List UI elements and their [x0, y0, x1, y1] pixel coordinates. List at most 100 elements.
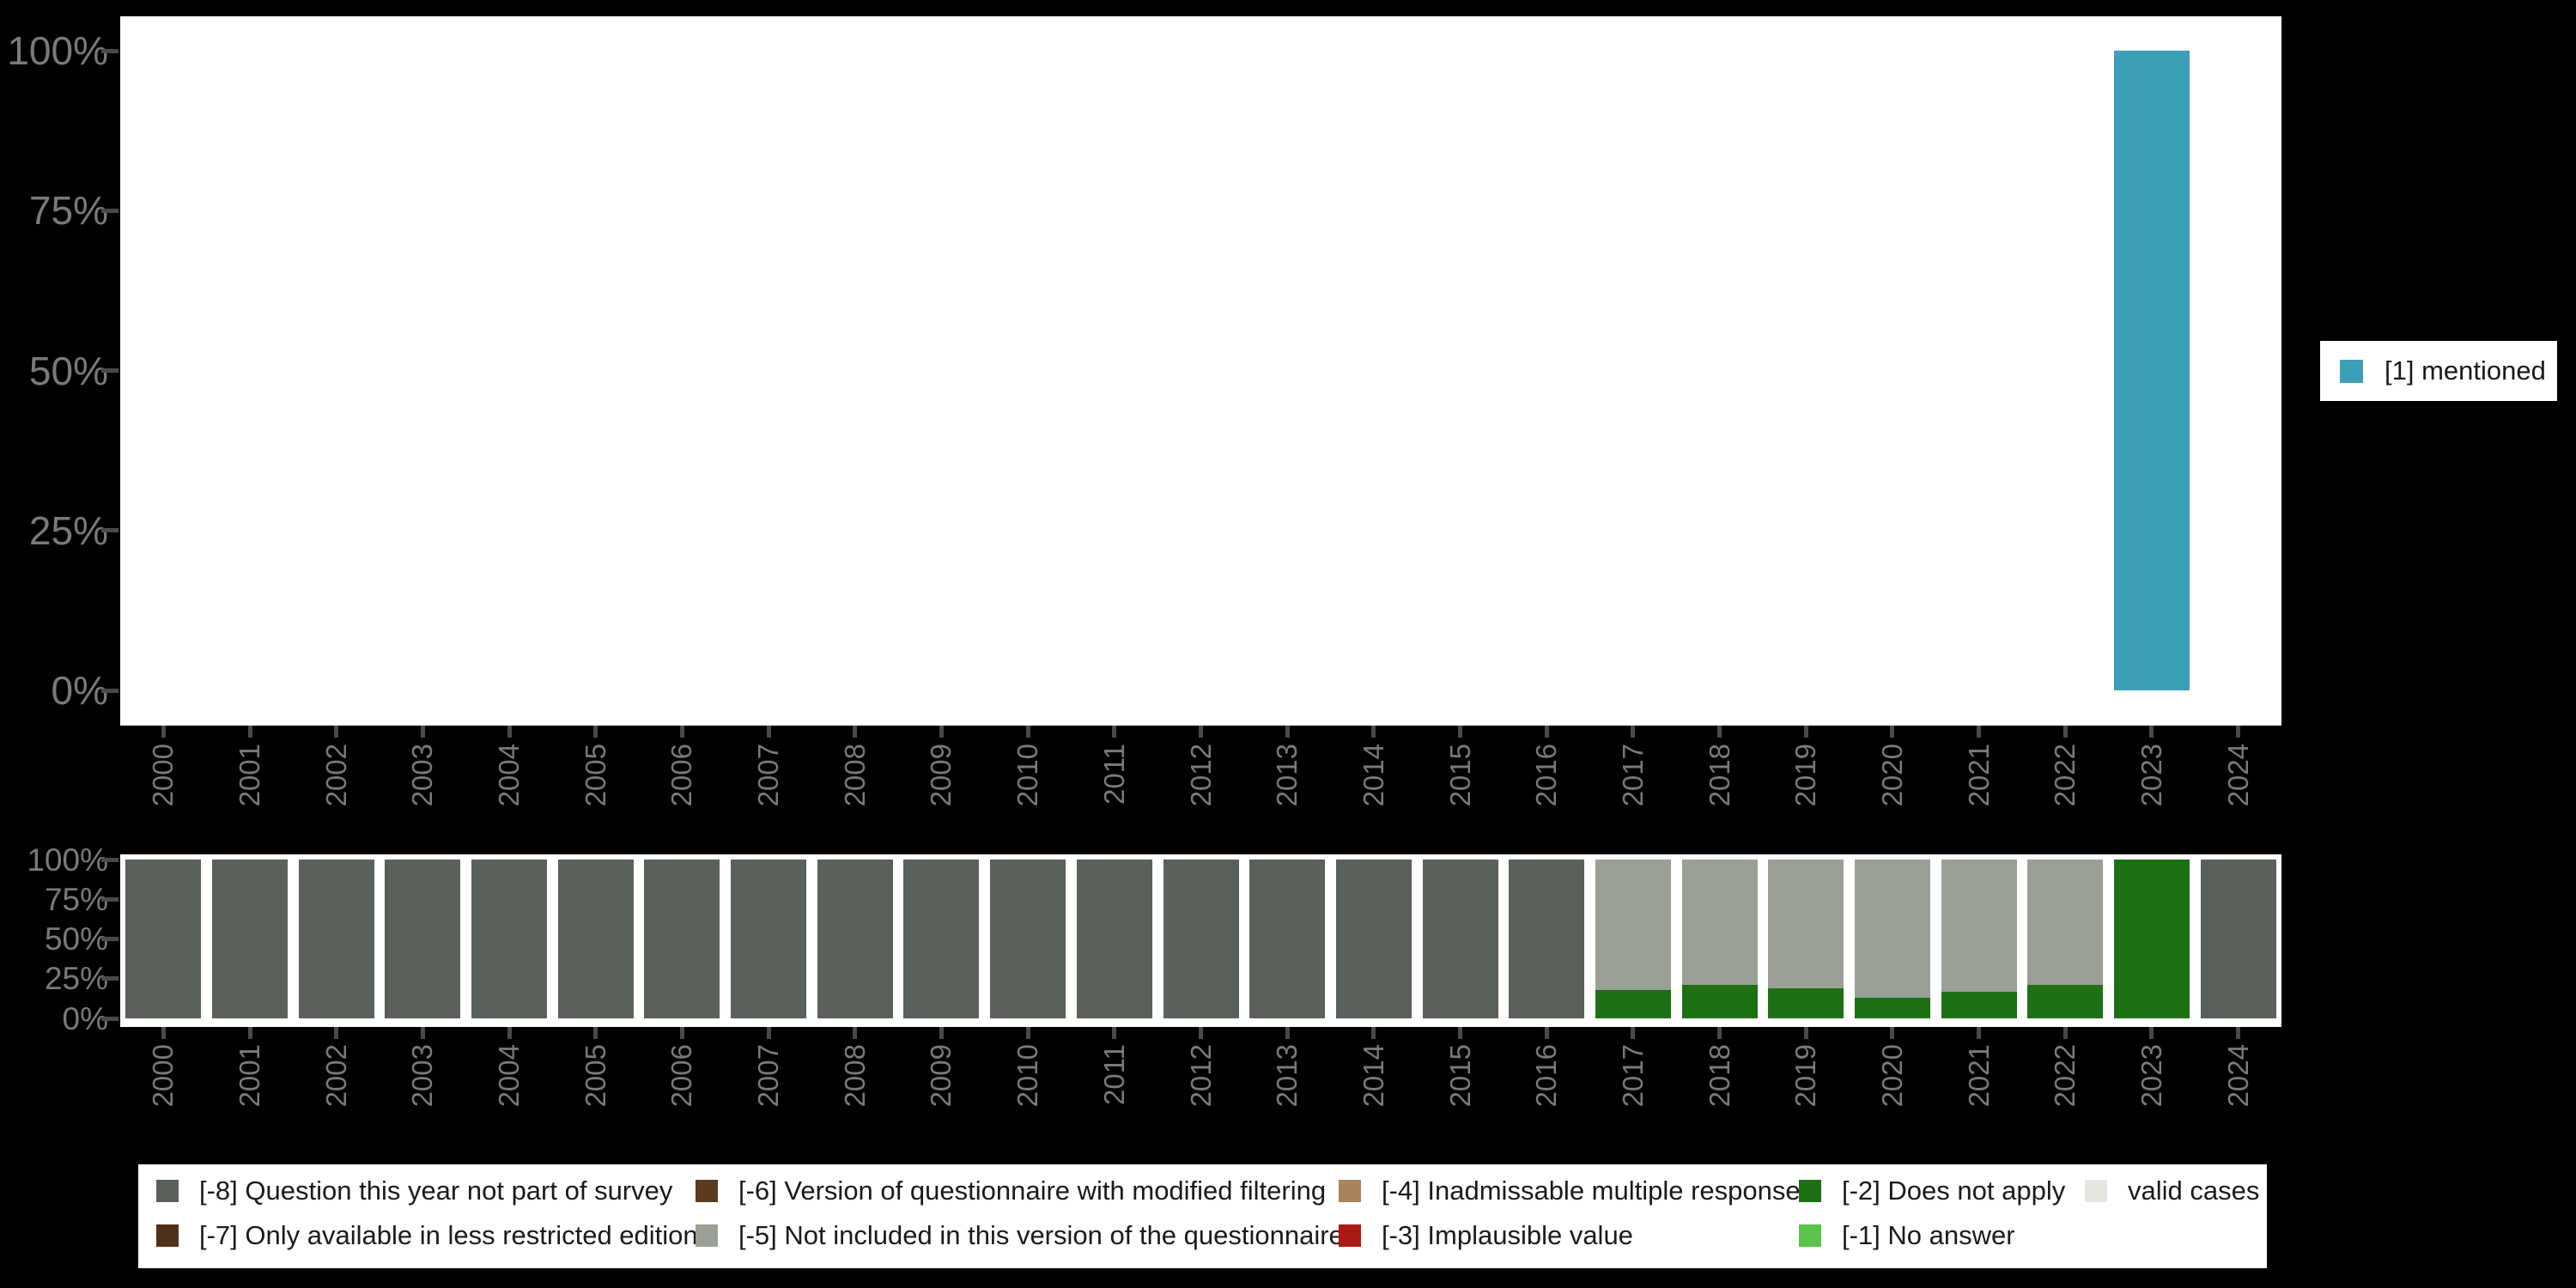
x-axis-year-label: 2004	[493, 744, 526, 807]
x-axis-tick	[1631, 726, 1636, 738]
legend-item: [-6] Version of questionnaire with modif…	[696, 1176, 1326, 1206]
x-axis-year-label: 2024	[2221, 1044, 2254, 1108]
legend-item: [-8] Question this year not part of surv…	[156, 1176, 672, 1206]
x-axis-year-label: 2000	[147, 1044, 179, 1108]
x-axis-year-label: 2022	[2049, 744, 2081, 807]
segment-2011--8	[1076, 860, 1152, 1018]
x-axis-tick	[1371, 1027, 1376, 1039]
y-axis-tick	[101, 937, 118, 941]
x-axis-year-label: 2008	[838, 1044, 871, 1108]
legend-swatch	[156, 1224, 179, 1247]
y-axis-tick	[101, 1016, 118, 1021]
y-axis-label: 75%	[44, 881, 108, 917]
segment-2022--5	[2027, 860, 2104, 986]
segment-2019--2	[1768, 987, 1844, 1018]
x-axis-year-label: 2016	[1530, 1044, 1563, 1108]
y-axis-tick	[101, 528, 118, 533]
legend-swatch	[2085, 1180, 2107, 1202]
x-axis-tick	[1371, 726, 1376, 738]
legend-swatch	[1339, 1224, 1361, 1247]
y-axis-tick	[101, 896, 118, 902]
legend-label: [-4] Inadmissable multiple response	[1382, 1176, 1801, 1206]
x-axis-year-label: 2002	[319, 744, 352, 807]
x-axis-tick	[1458, 1027, 1463, 1039]
y-axis-tick	[101, 208, 118, 213]
segment-2012--8	[1163, 860, 1239, 1018]
segment-2015--8	[1422, 860, 1498, 1018]
x-axis-tick	[1803, 1027, 1808, 1039]
x-axis-year-label: 2006	[665, 1044, 698, 1108]
x-axis-tick	[1285, 726, 1290, 738]
y-axis-label: 100%	[27, 841, 108, 878]
x-axis-tick	[1285, 1027, 1290, 1039]
segment-2018--2	[1681, 985, 1758, 1018]
x-axis-year-label: 2014	[1357, 1044, 1389, 1108]
legend-item: [-4] Inadmissable multiple response	[1339, 1176, 1801, 1206]
x-axis-year-label: 2014	[1357, 744, 1389, 807]
top-chart-legend: [1] mentioned	[2320, 341, 2557, 401]
x-axis-tick	[507, 726, 512, 738]
legend-item: [-3] Implausible value	[1339, 1220, 1633, 1250]
x-axis-year-label: 2003	[406, 1044, 439, 1108]
x-axis-tick	[1717, 1027, 1722, 1039]
x-axis-year-label: 2011	[1097, 744, 1130, 805]
segment-2024--8	[2200, 860, 2276, 1018]
x-axis-tick	[161, 1027, 166, 1039]
legend-label: [-7] Only available in less restricted e…	[199, 1220, 698, 1250]
segment-2021--5	[1941, 860, 2017, 992]
x-axis-tick	[1977, 726, 1982, 738]
segment-2013--8	[1249, 860, 1326, 1018]
top-chart-panel	[120, 16, 2281, 726]
legend-swatch-mentioned	[2340, 359, 2363, 383]
x-axis-tick	[420, 1027, 425, 1039]
legend-label: [-5] Not included in this version of the…	[738, 1220, 1344, 1250]
segment-2000--8	[125, 860, 202, 1018]
segment-2020--5	[1854, 860, 1930, 998]
x-axis-year-label: 2019	[1789, 1044, 1822, 1108]
segment-2022--2	[2027, 985, 2104, 1018]
legend-item: [-1] No answer	[1799, 1220, 2015, 1250]
legend-swatch	[156, 1180, 179, 1202]
x-axis-tick	[2063, 1027, 2068, 1039]
segment-2018--5	[1681, 860, 1758, 986]
x-axis-year-label: 2019	[1789, 744, 1822, 807]
x-axis-year-label: 2004	[493, 1044, 526, 1108]
legend-label: [-8] Question this year not part of surv…	[199, 1176, 673, 1206]
y-axis-tick	[101, 688, 118, 693]
x-axis-year-label: 2013	[1271, 744, 1303, 807]
x-axis-tick	[766, 1027, 771, 1039]
x-axis-tick	[2149, 1027, 2154, 1039]
x-axis-year-label: 2017	[1616, 1044, 1649, 1108]
x-axis-year-label: 2021	[1962, 744, 1995, 807]
x-axis-tick	[507, 1027, 512, 1039]
x-axis-year-label: 2005	[579, 744, 611, 807]
segment-2023--2	[2113, 860, 2190, 1018]
y-axis-label: 50%	[44, 921, 108, 957]
legend-swatch	[1339, 1180, 1361, 1202]
segment-2008--8	[817, 860, 893, 1018]
x-axis-tick	[1890, 1027, 1895, 1039]
x-axis-year-label: 2024	[2221, 744, 2254, 807]
x-axis-year-label: 2015	[1443, 744, 1476, 807]
x-axis-tick	[1112, 726, 1117, 738]
legend-label: [-3] Implausible value	[1382, 1220, 1633, 1250]
x-axis-tick	[161, 726, 166, 738]
x-axis-year-label: 2020	[1875, 744, 1908, 807]
x-axis-tick	[1025, 1027, 1030, 1039]
x-axis-year-label: 2008	[838, 744, 871, 807]
segment-2007--8	[731, 860, 807, 1018]
x-axis-year-label: 2010	[1012, 1044, 1044, 1108]
x-axis-tick	[1803, 726, 1808, 738]
x-axis-year-label: 2009	[925, 1044, 957, 1108]
segment-2021--2	[1941, 991, 2017, 1018]
legend-label: valid cases	[2128, 1176, 2260, 1206]
x-axis-tick	[247, 1027, 252, 1039]
x-axis-tick	[593, 1027, 598, 1039]
x-axis-tick	[1890, 726, 1895, 738]
x-axis-tick	[1544, 1027, 1549, 1039]
segment-2014--8	[1335, 860, 1412, 1018]
y-axis-label: 75%	[28, 188, 108, 234]
x-axis-year-label: 2002	[319, 1044, 352, 1108]
x-axis-year-label: 2005	[579, 1044, 611, 1108]
